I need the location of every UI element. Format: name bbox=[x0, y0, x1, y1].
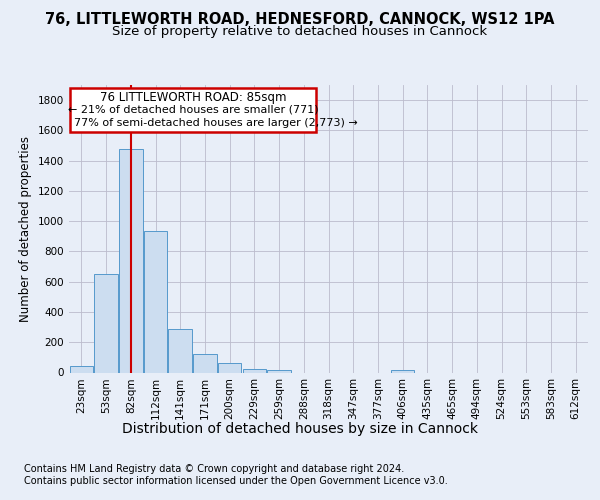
Bar bbox=[391, 370, 415, 372]
Text: Contains public sector information licensed under the Open Government Licence v3: Contains public sector information licen… bbox=[24, 476, 448, 486]
Bar bbox=[70, 366, 93, 372]
Bar bbox=[193, 354, 217, 372]
Text: Contains HM Land Registry data © Crown copyright and database right 2024.: Contains HM Land Registry data © Crown c… bbox=[24, 464, 404, 474]
Bar bbox=[268, 370, 291, 372]
Bar bbox=[144, 231, 167, 372]
FancyBboxPatch shape bbox=[70, 88, 316, 132]
Bar bbox=[119, 150, 143, 372]
Text: ← 21% of detached houses are smaller (771): ← 21% of detached houses are smaller (77… bbox=[68, 104, 319, 115]
Text: Size of property relative to detached houses in Cannock: Size of property relative to detached ho… bbox=[112, 25, 488, 38]
Text: Distribution of detached houses by size in Cannock: Distribution of detached houses by size … bbox=[122, 422, 478, 436]
Bar bbox=[94, 274, 118, 372]
Bar bbox=[169, 328, 192, 372]
Text: 76 LITTLEWORTH ROAD: 85sqm: 76 LITTLEWORTH ROAD: 85sqm bbox=[100, 91, 286, 104]
Y-axis label: Number of detached properties: Number of detached properties bbox=[19, 136, 32, 322]
Text: 76, LITTLEWORTH ROAD, HEDNESFORD, CANNOCK, WS12 1PA: 76, LITTLEWORTH ROAD, HEDNESFORD, CANNOC… bbox=[45, 12, 555, 28]
Bar bbox=[218, 362, 241, 372]
Text: 77% of semi-detached houses are larger (2,773) →: 77% of semi-detached houses are larger (… bbox=[74, 118, 358, 128]
Bar bbox=[242, 368, 266, 372]
